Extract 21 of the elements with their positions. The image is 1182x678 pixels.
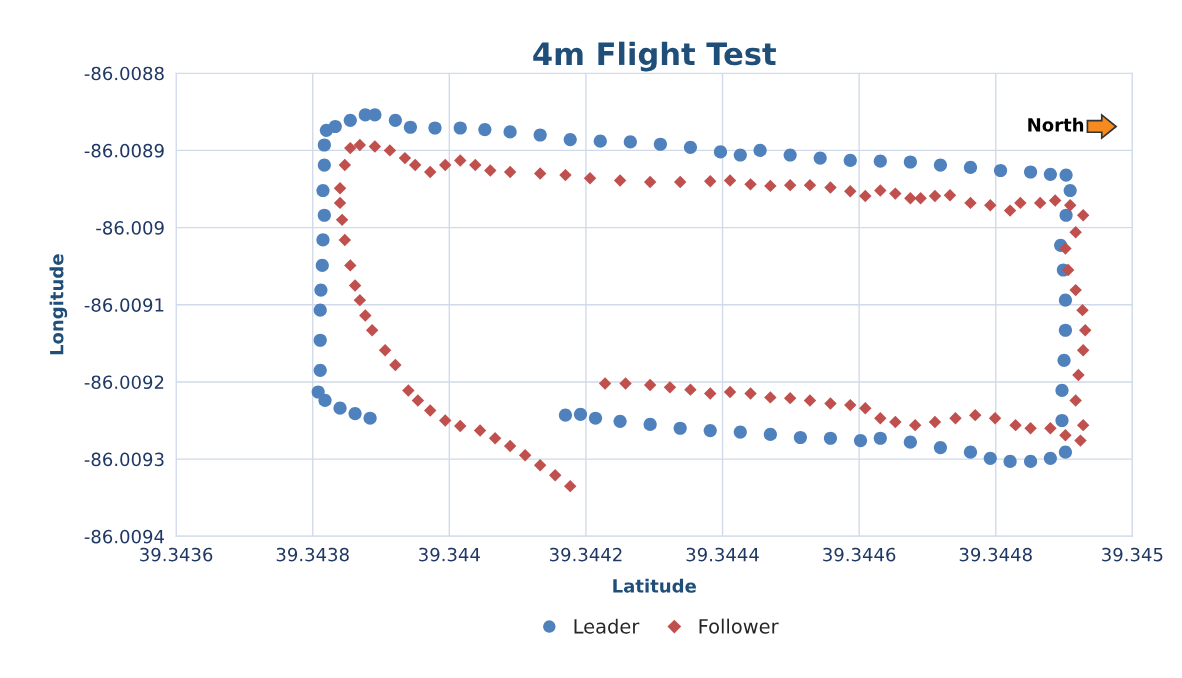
y-tick-label: -86.0092 bbox=[84, 375, 164, 390]
y-tick-label: -86.0091 bbox=[84, 298, 164, 312]
x-axis-title: Latitude bbox=[613, 578, 696, 593]
chart-title: 4m Flight Test bbox=[533, 41, 776, 72]
x-tick-label: 39.3446 bbox=[823, 547, 896, 562]
y-tick-label: -86.0093 bbox=[84, 452, 164, 467]
y-tick-label: -86.009 bbox=[96, 221, 164, 235]
x-tick-label: 39.3448 bbox=[959, 547, 1032, 562]
x-tick-label: 39.3444 bbox=[686, 547, 759, 562]
x-tick-label: 39.345 bbox=[1102, 547, 1163, 562]
legend-label: Follower bbox=[699, 618, 779, 634]
legend-label: Leader bbox=[574, 618, 640, 634]
x-tick-label: 39.344 bbox=[419, 547, 480, 562]
y-tick-label: -86.0089 bbox=[84, 143, 164, 158]
y-tick-label: -86.0088 bbox=[84, 66, 164, 81]
annotation: North bbox=[1028, 117, 1084, 132]
x-tick-label: 39.3436 bbox=[140, 547, 213, 562]
x-tick-label: 39.3442 bbox=[549, 547, 622, 562]
y-tick-label: -86.0094 bbox=[84, 529, 164, 544]
y-axis-title: Longitude bbox=[49, 254, 68, 355]
x-tick-label: 39.3438 bbox=[276, 547, 349, 562]
